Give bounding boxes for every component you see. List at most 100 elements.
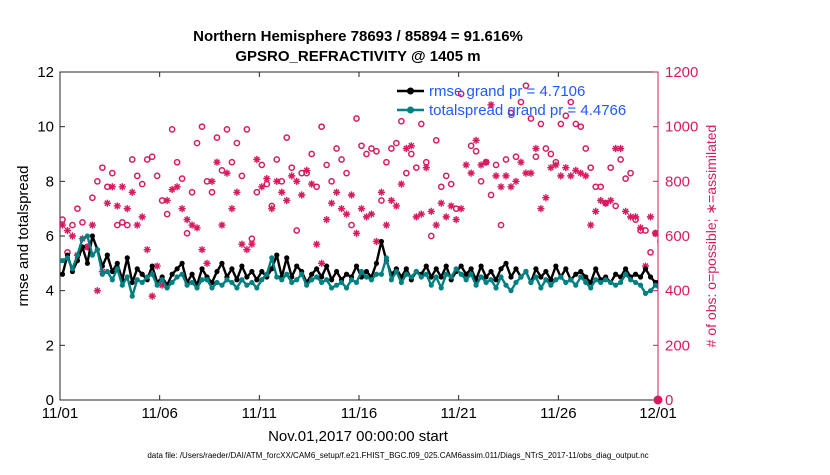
totalspread-point	[743, 272, 748, 277]
assimilated-obs-point	[672, 216, 679, 223]
assimilated-obs-point	[134, 221, 141, 228]
assimilated-obs-point	[527, 170, 534, 177]
assimilated-obs-point	[303, 167, 310, 174]
y-tick-label: 12	[37, 64, 54, 81]
totalspread-point	[389, 277, 394, 282]
possible-obs-point	[175, 160, 180, 165]
rmse-point	[229, 266, 234, 271]
totalspread-point	[648, 288, 653, 293]
totalspread-point	[792, 280, 797, 285]
possible-obs-point	[339, 157, 344, 162]
possible-obs-point	[419, 121, 424, 126]
totalspread-point	[90, 253, 95, 258]
possible-obs-point	[379, 198, 384, 203]
possible-obs-point	[229, 160, 234, 165]
totalspread-point	[120, 283, 125, 288]
possible-obs-point	[239, 173, 244, 178]
assimilated-obs-point	[313, 241, 320, 248]
rmse-point	[150, 263, 155, 268]
totalspread-point	[150, 272, 155, 277]
assimilated-obs-point	[781, 282, 788, 289]
possible-obs-point	[434, 138, 439, 143]
assimilated-obs-point	[323, 216, 330, 223]
totalspread-point	[663, 277, 668, 282]
totalspread-point	[199, 277, 204, 282]
totalspread-point	[344, 285, 349, 290]
totalspread-point	[553, 277, 558, 282]
totalspread-point	[329, 285, 334, 290]
assimilated-obs-point	[443, 213, 450, 220]
assimilated-obs-point	[263, 175, 270, 182]
rmse-point	[459, 263, 464, 268]
possible-obs-point	[623, 176, 628, 181]
x-tick-label: 11/16	[341, 405, 377, 422]
assimilated-obs-point	[632, 213, 639, 220]
possible-obs-point	[498, 222, 503, 227]
rmse-point	[822, 258, 827, 263]
possible-obs-point	[254, 190, 259, 195]
totalspread-point	[304, 283, 309, 288]
possible-obs-point	[244, 127, 249, 132]
possible-obs-point	[618, 157, 623, 162]
totalspread-point	[249, 280, 254, 285]
possible-obs-point	[429, 233, 434, 238]
rmse-point	[329, 277, 334, 282]
assimilated-obs-point	[622, 208, 629, 215]
totalspread-point	[289, 280, 294, 285]
totalspread-point	[399, 280, 404, 285]
rmse-point	[777, 269, 782, 274]
x-axis-label: Nov.01,2017 00:00:00 start	[268, 428, 449, 445]
possible-obs-point	[249, 236, 254, 241]
totalspread-point	[194, 285, 199, 290]
possible-obs-point	[199, 124, 204, 129]
totalspread-point	[145, 274, 150, 279]
assimilated-obs-point	[298, 191, 305, 198]
rmse-point	[404, 266, 409, 271]
rmse-point	[105, 253, 110, 258]
totalspread-point	[568, 277, 573, 282]
assimilated-obs-point	[776, 211, 783, 218]
totalspread-point	[244, 283, 249, 288]
assimilated-obs-point	[378, 189, 385, 196]
totalspread-point	[608, 280, 613, 285]
rmse-point	[239, 263, 244, 268]
possible-obs-point	[135, 173, 140, 178]
possible-obs-point	[224, 127, 229, 132]
totalspread-point	[449, 274, 454, 279]
possible-obs-point	[319, 124, 324, 129]
totalspread-point	[613, 283, 618, 288]
y-tick-label: 6	[46, 228, 54, 245]
totalspread-point	[723, 277, 728, 282]
assimilated-obs-point	[682, 265, 689, 272]
totalspread-point	[434, 274, 439, 279]
possible-obs-point	[628, 171, 633, 176]
rmse-point	[633, 272, 638, 277]
rmse-point	[434, 266, 439, 271]
plot-frame	[60, 72, 658, 400]
assimilated-obs-point	[104, 200, 111, 207]
totalspread-point	[643, 291, 648, 296]
totalspread-point	[85, 233, 90, 238]
possible-obs-point	[723, 209, 728, 214]
totalspread-point	[239, 277, 244, 282]
rmse-point	[234, 277, 239, 282]
rmse-point	[563, 266, 568, 271]
rmse-point	[219, 261, 224, 266]
assimilated-obs-point	[537, 205, 544, 212]
assimilated-obs-point	[308, 180, 315, 187]
possible-obs-point	[817, 261, 822, 266]
totalspread-point	[80, 236, 85, 241]
totalspread-point	[130, 294, 135, 299]
totalspread-point	[354, 280, 359, 285]
rmse-point	[60, 272, 65, 277]
assimilated-obs-point	[517, 159, 524, 166]
totalspread-point	[369, 277, 374, 282]
totalspread-point	[503, 283, 508, 288]
possible-obs-point	[588, 165, 593, 170]
assimilated-obs-point	[692, 260, 699, 267]
possible-obs-point	[753, 206, 758, 211]
rmse-point	[723, 280, 728, 285]
y-axis-label: rmse and totalspread	[15, 166, 32, 307]
y-right-tick-label: 1200	[665, 64, 698, 81]
totalspread-point	[170, 280, 175, 285]
